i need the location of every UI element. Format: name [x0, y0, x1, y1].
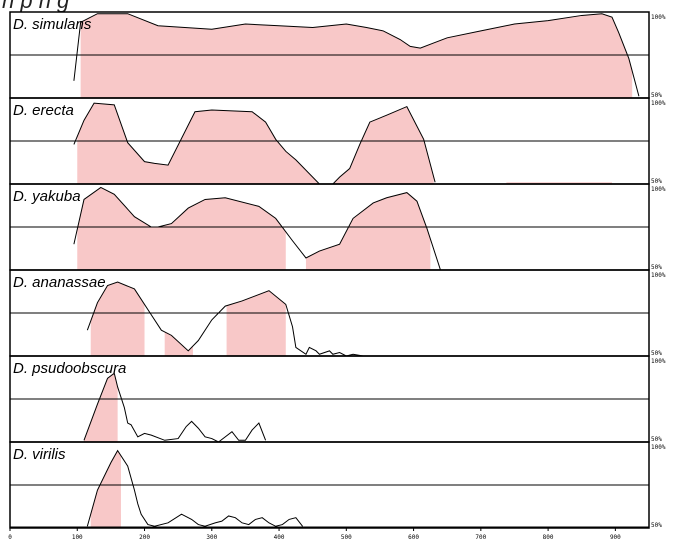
identity-line [86, 281, 364, 356]
tick-100: 100% [651, 100, 666, 107]
x-tick-label: 900 [610, 534, 621, 541]
conserved-region [164, 331, 193, 356]
x-tick-label: 200 [139, 534, 150, 541]
species-label: D. psudoobscura [13, 360, 126, 377]
panel-6: D. virilis 100% 50% [9, 441, 666, 529]
species-label: D. virilis [13, 446, 66, 463]
panel-3: D. yakuba 100% 50% [9, 183, 666, 271]
x-tick-label: 500 [341, 534, 352, 541]
tick-50: 50% [651, 522, 662, 529]
x-tick-label: 100 [72, 534, 83, 541]
tick-100: 100% [651, 444, 666, 451]
panel-1: D. simulans 100% 50% [9, 11, 666, 99]
tick-50: 50% [651, 436, 662, 443]
tick-100: 100% [651, 358, 666, 365]
tick-100: 100% [651, 186, 666, 193]
species-label: D. erecta [13, 102, 74, 119]
conserved-region [83, 373, 118, 442]
conserved-region [80, 13, 633, 98]
conserved-region [90, 282, 145, 356]
tick-50: 50% [651, 92, 662, 99]
x-tick-label: 300 [206, 534, 217, 541]
x-tick-label: 0 [8, 534, 12, 541]
panel-5: D. psudoobscura 100% 50% [9, 355, 666, 443]
x-tick-label: 700 [475, 534, 486, 541]
species-label: D. simulans [13, 16, 92, 33]
panel-2: D. erecta 100% 50% [9, 97, 666, 185]
x-tick-label: 600 [408, 534, 419, 541]
identity-line [73, 13, 640, 97]
identity-line [83, 372, 267, 442]
panel-border [9, 441, 650, 529]
identity-line [73, 102, 436, 184]
conserved-region [226, 290, 286, 356]
x-tick-label: 800 [543, 534, 554, 541]
page-title: n p n g [2, 0, 70, 13]
conserved-region [90, 450, 121, 528]
tick-50: 50% [651, 350, 662, 357]
x-tick-label: 400 [274, 534, 285, 541]
tick-50: 50% [651, 264, 662, 271]
tick-50: 50% [651, 178, 662, 185]
panel-4: D. ananassae 100% 50% [9, 269, 666, 357]
conserved-region [77, 103, 434, 184]
x-axis: 0 100 200 300 400 500 600 700 800 900 [8, 526, 649, 541]
identity-line [73, 186, 441, 270]
identity-line [86, 449, 303, 527]
tick-100: 100% [651, 14, 666, 21]
species-label: D. yakuba [13, 188, 81, 205]
conserved-region [305, 192, 431, 270]
conserved-region [77, 187, 286, 270]
tick-100: 100% [651, 272, 666, 279]
species-label: D. ananassae [13, 274, 106, 291]
